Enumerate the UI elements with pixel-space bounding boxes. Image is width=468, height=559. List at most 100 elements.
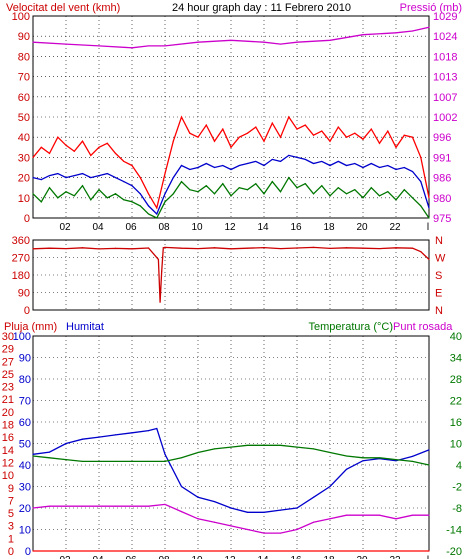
- chart1-series-2-point: [246, 162, 249, 165]
- x-tick-label: 16: [290, 222, 302, 233]
- chart1-series-0: [32, 26, 430, 49]
- chart1-series-1-point: [57, 136, 59, 138]
- y-tick-label: 980: [433, 193, 451, 205]
- chart3-series-0-point: [428, 449, 430, 451]
- chart3-series-0-point: [362, 460, 364, 462]
- chart2-series-0-point: [159, 301, 161, 303]
- chart1-series-1-point: [337, 126, 339, 128]
- chart1-series-2-point: [213, 166, 216, 169]
- chart1-series-3-point: [395, 199, 397, 201]
- chart3-series-0-point: [312, 496, 315, 498]
- y-tick-label: 60: [19, 417, 31, 429]
- chart1-series-1-point: [32, 156, 34, 158]
- y-tick-label: S: [435, 270, 442, 282]
- x-tick-label: 12: [224, 222, 236, 233]
- chart2-series-0-point: [279, 247, 282, 250]
- chart3-series-2-point: [48, 505, 51, 507]
- y-tick-label: 12: [2, 457, 14, 469]
- chart1-series-1-point: [296, 128, 298, 130]
- y-tick-label: 30: [19, 482, 31, 494]
- x-tick-label: 06: [125, 222, 137, 233]
- y-tick-label: 991: [433, 152, 451, 164]
- chart1-series-2-point: [263, 164, 265, 167]
- chart3-series-2-point: [428, 514, 430, 516]
- chart1-series-1-point: [222, 128, 224, 130]
- chart1-series-1-point: [387, 130, 389, 132]
- chart2-series-0-point: [81, 247, 84, 249]
- chart2-series-0-point: [428, 258, 430, 261]
- y-tick-label: 270: [12, 253, 30, 265]
- chart1-series-1-point: [378, 142, 381, 144]
- y-tick-label: E: [435, 288, 442, 300]
- chart1-series-1-point: [246, 132, 249, 134]
- chart1-series-3-point: [90, 199, 92, 201]
- chart1-series-3-point: [378, 195, 381, 197]
- chart3-series-0-point: [263, 511, 265, 513]
- chart1-series-0-point: [329, 39, 331, 41]
- x-tick-label: 08: [158, 222, 170, 233]
- y-tick-label: 21: [2, 394, 14, 406]
- chart1-series-2-point: [304, 158, 306, 161]
- chart1-series-2-point: [378, 166, 381, 169]
- y-tick-label: 18: [2, 420, 14, 432]
- chart3-dewpoint-axis-label: Punt rosada: [393, 321, 453, 333]
- chart1-title: 24 hour graph day : 11 Febrero 2010: [172, 2, 351, 14]
- y-tick-label: 80: [19, 374, 31, 386]
- chart2-series-0-point: [131, 248, 133, 250]
- chart1-series-1-point: [147, 193, 150, 195]
- chart3-series-0-point: [114, 434, 117, 436]
- chart1-series-1-point: [345, 136, 348, 138]
- chart1-series-1-point: [139, 177, 141, 179]
- chart3-series-2-point: [180, 510, 183, 513]
- y-tick-label: 40: [19, 460, 31, 472]
- chart3-series-1-point: [48, 457, 51, 459]
- chart3-series-2-point: [197, 518, 199, 520]
- chart1-series-3-point: [403, 189, 405, 191]
- chart3-series-1-point: [81, 460, 84, 463]
- chart1-series-3-point: [57, 197, 59, 199]
- y-tick-label: 90: [19, 353, 31, 365]
- y-tick-label: 1024: [433, 31, 457, 43]
- chart1-series-3-point: [172, 193, 174, 195]
- chart1-series-3-point: [271, 181, 273, 183]
- chart1-series-2-point: [156, 213, 158, 215]
- chart2-series-0-point: [378, 247, 381, 250]
- chart1-series-1-point: [321, 130, 323, 132]
- chart3-series-3-point: [32, 550, 34, 552]
- chart1-series-2-point: [48, 174, 51, 177]
- chart1-series-2-point: [73, 174, 75, 177]
- chart1-series-3-point: [288, 177, 290, 179]
- chart3-series-2-point: [263, 532, 265, 534]
- chart3-series-0-point: [395, 460, 397, 462]
- y-tick-label: 360: [12, 235, 30, 247]
- chart2-series-0-point: [164, 246, 166, 248]
- chart2-series-0-point: [411, 247, 414, 249]
- chart1-series-1-point: [205, 124, 207, 126]
- y-tick-label: 1013: [433, 72, 457, 84]
- chart1-series-1-point: [411, 136, 414, 138]
- chart3-series-2-point: [246, 528, 249, 531]
- chart1-series-1-point: [114, 152, 117, 154]
- chart1-series-2-point: [362, 166, 364, 169]
- chart1-series-3-point: [65, 191, 67, 193]
- chart1-series-3-point: [428, 217, 430, 219]
- chart2-series-0-point: [147, 247, 150, 249]
- chart1-series-3-point: [255, 183, 257, 185]
- x-tick-label: 18: [323, 222, 335, 233]
- y-tick-label: W: [435, 253, 446, 265]
- chart3-series-1-point: [131, 460, 133, 463]
- y-tick-label: 22: [450, 396, 462, 408]
- chart1-series-3-point: [337, 187, 339, 189]
- chart1-series-3-point: [321, 185, 323, 187]
- chart1-series-3-point: [354, 189, 356, 191]
- chart3-series-2-point: [98, 505, 100, 507]
- y-tick-label: 50: [18, 112, 30, 124]
- chart1-series-2-point: [147, 205, 150, 207]
- y-tick-label: 70: [18, 72, 30, 84]
- chart3-series-0-point: [164, 453, 166, 455]
- y-tick-label: 996: [433, 132, 451, 144]
- chart3-temperature-axis-label: Temperatura (°C): [309, 321, 393, 333]
- y-tick-label: 80: [18, 51, 30, 63]
- chart3-series-1-point: [197, 451, 199, 454]
- y-tick-label: 986: [433, 173, 451, 185]
